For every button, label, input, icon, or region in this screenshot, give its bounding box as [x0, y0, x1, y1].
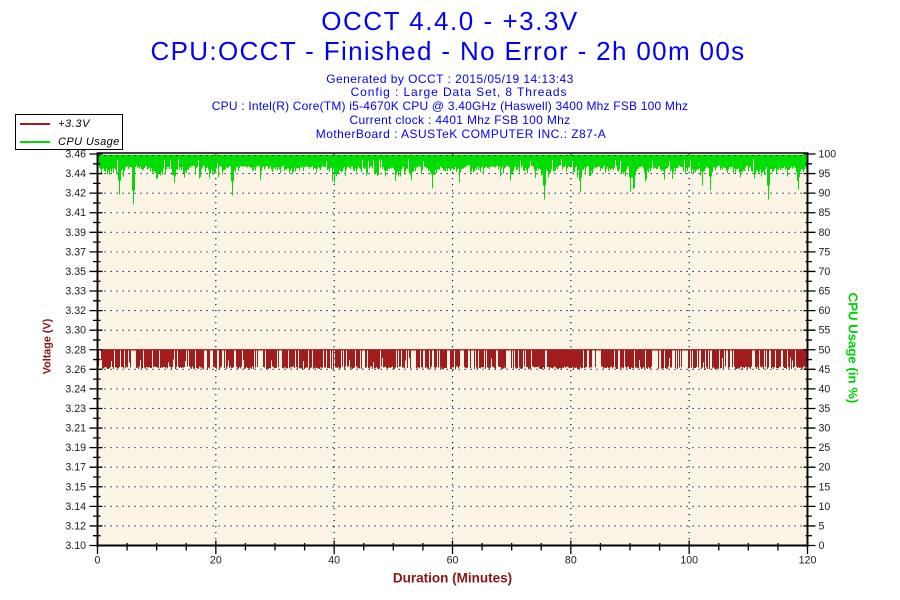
- svg-text:95: 95: [819, 168, 831, 180]
- svg-text:100: 100: [680, 555, 698, 567]
- svg-text:15: 15: [819, 481, 831, 493]
- svg-text:10: 10: [819, 501, 831, 513]
- svg-text:60: 60: [819, 305, 831, 317]
- svg-text:3.23: 3.23: [65, 403, 86, 415]
- svg-text:20: 20: [819, 462, 831, 474]
- svg-text:45: 45: [819, 364, 831, 376]
- svg-text:35: 35: [819, 403, 831, 415]
- svg-text:3.10: 3.10: [65, 540, 86, 552]
- svg-text:20: 20: [210, 555, 222, 567]
- svg-text:3.39: 3.39: [65, 227, 86, 239]
- svg-text:3.14: 3.14: [65, 501, 86, 513]
- svg-text:30: 30: [819, 423, 831, 435]
- svg-text:25: 25: [819, 442, 831, 454]
- svg-text:90: 90: [819, 188, 831, 200]
- svg-text:Duration (Minutes): Duration (Minutes): [393, 571, 512, 586]
- svg-text:80: 80: [819, 227, 831, 239]
- svg-text:3.46: 3.46: [65, 149, 86, 161]
- svg-text:50: 50: [819, 344, 831, 356]
- svg-text:3.17: 3.17: [65, 462, 86, 474]
- svg-text:0: 0: [819, 540, 825, 552]
- svg-text:120: 120: [799, 555, 817, 567]
- svg-text:3.33: 3.33: [65, 286, 86, 298]
- svg-text:55: 55: [819, 325, 831, 337]
- svg-text:3.26: 3.26: [65, 364, 86, 376]
- svg-text:3.41: 3.41: [65, 207, 86, 219]
- svg-text:60: 60: [447, 555, 459, 567]
- svg-text:80: 80: [565, 555, 577, 567]
- svg-text:65: 65: [819, 286, 831, 298]
- svg-text:3.37: 3.37: [65, 246, 86, 258]
- svg-text:70: 70: [819, 266, 831, 278]
- svg-text:3.15: 3.15: [65, 481, 86, 493]
- svg-text:3.21: 3.21: [65, 423, 86, 435]
- svg-text:3.19: 3.19: [65, 442, 86, 454]
- svg-text:100: 100: [819, 149, 837, 161]
- svg-text:3.42: 3.42: [65, 188, 86, 200]
- svg-text:3.12: 3.12: [65, 520, 86, 532]
- svg-text:3.44: 3.44: [65, 168, 86, 180]
- svg-text:CPU Usage (in %): CPU Usage (in %): [846, 293, 861, 404]
- svg-text:3.28: 3.28: [65, 344, 86, 356]
- svg-text:3.30: 3.30: [65, 325, 86, 337]
- svg-text:3.32: 3.32: [65, 305, 86, 317]
- svg-text:0: 0: [95, 555, 101, 567]
- svg-text:85: 85: [819, 207, 831, 219]
- svg-text:40: 40: [819, 383, 831, 395]
- svg-text:Voltage (V): Voltage (V): [42, 318, 54, 374]
- svg-text:5: 5: [819, 520, 825, 532]
- svg-text:75: 75: [819, 246, 831, 258]
- svg-text:3.35: 3.35: [65, 266, 86, 278]
- svg-text:3.24: 3.24: [65, 383, 86, 395]
- svg-text:40: 40: [328, 555, 340, 567]
